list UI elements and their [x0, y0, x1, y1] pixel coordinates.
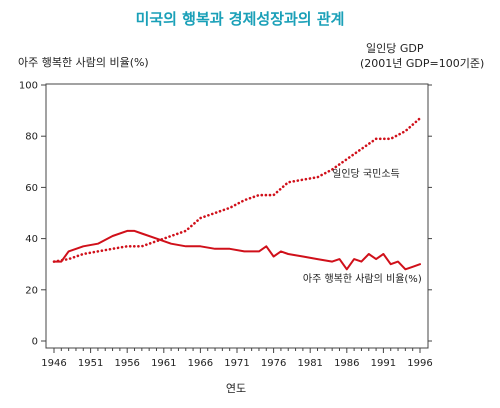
series-0-point — [302, 179, 303, 180]
series-1-point — [419, 264, 420, 265]
series-0-point — [200, 218, 201, 219]
y-tick-label: 0 — [32, 337, 38, 348]
x-axis: 1946 1951 1956 1961 1966 1971 1976 1981 1986 1991… — [41, 348, 433, 369]
right-y-axis-label-line1: 일인당 GDP — [366, 41, 424, 55]
series-1-point — [258, 251, 259, 252]
x-tick-label: 1981 — [297, 358, 322, 369]
series-1-point — [214, 248, 215, 249]
series-1-point — [288, 253, 289, 254]
series-0-point — [97, 251, 98, 252]
series-1-point — [68, 251, 69, 252]
series-1-point — [368, 253, 369, 254]
series-0-point — [141, 246, 142, 247]
series-1-point — [244, 251, 245, 252]
series-0-point — [83, 253, 84, 254]
series-0-point — [317, 177, 318, 178]
plot-frame — [45, 83, 429, 349]
series-1-point — [156, 238, 157, 239]
series-1-point — [332, 261, 333, 262]
series-0-point — [185, 230, 186, 231]
series-line-happiness — [53, 229, 421, 271]
y-tick-label: 40 — [25, 234, 38, 245]
x-tick-label: 1961 — [151, 358, 176, 369]
series-1-point — [302, 256, 303, 257]
series-1-point — [200, 246, 201, 247]
series-0-point — [214, 212, 215, 213]
series-0-point — [390, 138, 391, 139]
series-1-point — [266, 246, 267, 247]
y-tick-label: 60 — [25, 183, 38, 194]
series-layer — [52, 117, 422, 271]
series-1-point — [405, 269, 406, 270]
series-1-point — [83, 246, 84, 247]
y-tick-label: 80 — [25, 132, 38, 143]
series-0-point — [273, 194, 274, 195]
series-1-point — [61, 261, 62, 262]
series-1-point — [390, 264, 391, 265]
series-1-point — [280, 251, 281, 252]
series-0-point — [375, 138, 376, 139]
x-tick-label: 1971 — [224, 358, 249, 369]
x-tick-label: 1976 — [261, 358, 286, 369]
series-1-point — [229, 248, 230, 249]
series-1-point — [317, 258, 318, 259]
series-1-point — [412, 266, 413, 267]
y-tick-label: 100 — [19, 81, 38, 92]
series-1-point — [339, 258, 340, 259]
series-annotation: 아주 행복한 사람의 비율(%) — [303, 272, 422, 285]
series-1-point — [273, 256, 274, 257]
left-y-axis-label: 아주 행복한 사람의 비율(%) — [18, 56, 149, 69]
series-0-point — [244, 200, 245, 201]
series-annotation: 일인당 국민소득 — [332, 168, 400, 180]
x-tick-label: 1966 — [188, 358, 213, 369]
series-1-point — [185, 246, 186, 247]
y-axis: 0 20 40 60 80 100 — [19, 81, 432, 348]
series-1-point — [354, 258, 355, 259]
series-1-point — [383, 253, 384, 254]
x-tick-label: 1946 — [41, 358, 66, 369]
y-tick-label: 20 — [25, 285, 38, 296]
series-1-point — [397, 261, 398, 262]
series-1-point — [141, 233, 142, 234]
right-y-axis-label-line2: (2001년 GDP=100기준) — [360, 57, 484, 70]
series-0-point — [405, 130, 406, 131]
x-tick-label: 1996 — [407, 358, 432, 369]
series-0-point — [258, 194, 259, 195]
series-0-point — [361, 148, 362, 149]
series-0-point — [346, 159, 347, 160]
chart-title: 미국의 행복과 경제성장과의 관계 — [136, 10, 345, 28]
series-1-point — [112, 235, 113, 236]
x-tick-label: 1956 — [114, 358, 139, 369]
x-tick-label: 1991 — [371, 358, 396, 369]
series-0-point — [112, 248, 113, 249]
series-line-gdp — [52, 117, 422, 263]
series-0-point — [68, 258, 69, 259]
x-tick-label: 1986 — [334, 358, 359, 369]
x-tick-label: 1951 — [78, 358, 103, 369]
series-0-point — [171, 235, 172, 236]
series-0-point — [288, 182, 289, 183]
series-0-point — [229, 207, 230, 208]
series-1-point — [171, 243, 172, 244]
series-0-point — [419, 118, 420, 119]
series-1-point — [375, 258, 376, 259]
series-0-point — [156, 241, 157, 242]
series-1-point — [346, 269, 347, 270]
x-axis-label: 연도 — [226, 382, 246, 395]
series-1-point — [134, 230, 135, 231]
series-1-point — [53, 261, 54, 262]
series-1-point — [127, 230, 128, 231]
series-0-point — [127, 246, 128, 247]
series-1-point — [97, 243, 98, 244]
series-1-point — [361, 261, 362, 262]
